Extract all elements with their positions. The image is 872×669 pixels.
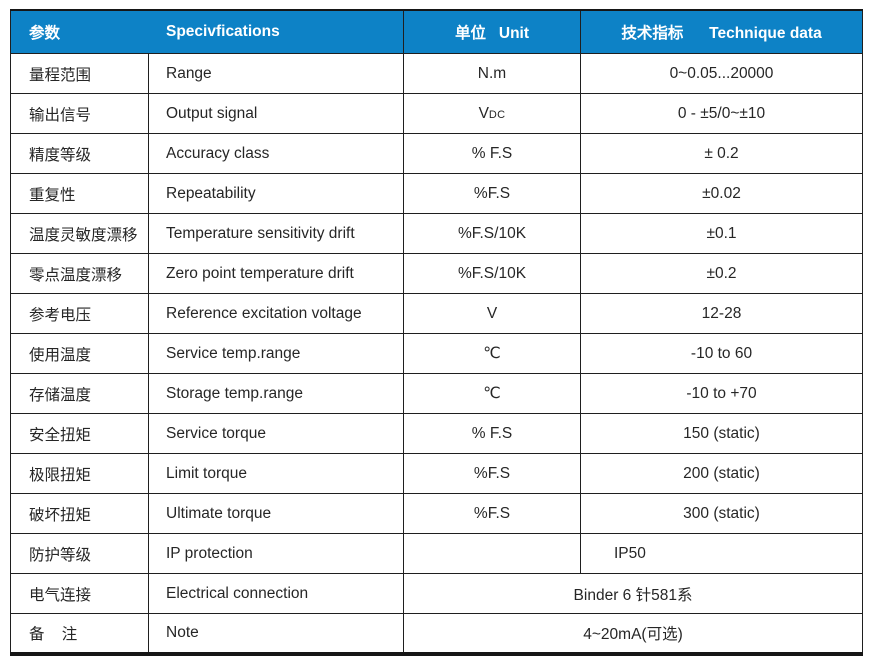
table-row: 量程范围 Range N.m 0~0.05...20000 [10, 53, 863, 94]
param-cn-cell: 重复性 [10, 173, 149, 214]
param-cn-cell: 破坏扭矩 [10, 493, 149, 534]
value-cell: IP50 [580, 533, 863, 574]
header-data-label: 技术指标 Technique data [621, 25, 822, 42]
table-row: 极限扭矩 Limit torque %F.S 200 (static) [10, 453, 863, 494]
unit-cell: ℃ [403, 373, 581, 414]
unit-cell: %F.S/10K [403, 213, 581, 254]
param-cn-cell: 安全扭矩 [10, 413, 149, 454]
table-row: 重复性 Repeatability %F.S ±0.02 [10, 173, 863, 214]
unit-cell [403, 533, 581, 574]
unit-cell: N.m [403, 53, 581, 94]
param-cn-cell: 存储温度 [10, 373, 149, 414]
merged-value-cell: 4~20mA(可选) [403, 613, 863, 654]
value-cell: 12-28 [580, 293, 863, 334]
spec-en-cell: Accuracy class [148, 133, 404, 174]
param-cn-cell: 温度灵敏度漂移 [10, 213, 149, 254]
unit-subscript: DC [488, 108, 506, 121]
unit-cell: % F.S [403, 133, 581, 174]
spec-en-cell: Storage temp.range [148, 373, 404, 414]
table-row: 零点温度漂移 Zero point temperature drift %F.S… [10, 253, 863, 294]
value-cell: 200 (static) [580, 453, 863, 494]
header-unit: 单位 Unit [403, 9, 581, 54]
table-row: 电气连接 Electrical connection Binder 6 针581… [10, 573, 863, 614]
unit-cell: ℃ [403, 333, 581, 374]
unit-cell: %F.S [403, 493, 581, 534]
table-row: 安全扭矩 Service torque % F.S 150 (static) [10, 413, 863, 454]
value-cell: ±0.1 [580, 213, 863, 254]
header-param-cn: 参数 [29, 25, 61, 42]
table-row: 参考电压 Reference excitation voltage V 12-2… [10, 293, 863, 334]
param-cn-cell: 防护等级 [10, 533, 149, 574]
value-cell: -10 to +70 [580, 373, 863, 414]
table-row: 温度灵敏度漂移 Temperature sensitivity drift %F… [10, 213, 863, 254]
header-unit-label: 单位 Unit [454, 25, 530, 42]
spec-table: 参数 Specivfications 单位 Unit 技术指标 Techniqu… [10, 9, 863, 656]
spec-en-cell: Service temp.range [148, 333, 404, 374]
header-data: 技术指标 Technique data [580, 9, 863, 54]
spec-en-cell: Range [148, 53, 404, 94]
param-cn-cell: 备 注 [10, 613, 149, 654]
value-cell: 0 - ±5/0~±10 [580, 93, 863, 134]
param-cn-cell: 参考电压 [10, 293, 149, 334]
param-cn-cell: 电气连接 [10, 573, 149, 614]
table-row: 防护等级 IP protection IP50 [10, 533, 863, 574]
table-row: 存储温度 Storage temp.range ℃ -10 to +70 [10, 373, 863, 414]
spec-en-cell: Electrical connection [148, 573, 404, 614]
spec-en-cell: Temperature sensitivity drift [148, 213, 404, 254]
unit-main: V [478, 104, 489, 122]
table-row: 输出信号 Output signal VDC 0 - ±5/0~±10 [10, 93, 863, 134]
unit-cell: %F.S [403, 453, 581, 494]
spec-en-cell: Limit torque [148, 453, 404, 494]
spec-en-cell: IP protection [148, 533, 404, 574]
value-cell: 0~0.05...20000 [580, 53, 863, 94]
table-row: 备 注 Note 4~20mA(可选) [10, 613, 863, 654]
header-param-en: Specivfications [166, 23, 280, 40]
merged-value-cell: Binder 6 针581系 [403, 573, 863, 614]
spec-en-cell: Note [148, 613, 404, 654]
param-cn-cell: 输出信号 [10, 93, 149, 134]
value-cell: ±0.02 [580, 173, 863, 214]
param-cn-cell: 极限扭矩 [10, 453, 149, 494]
param-cn-cell: 量程范围 [10, 53, 149, 94]
unit-cell: %F.S/10K [403, 253, 581, 294]
unit-cell: % F.S [403, 413, 581, 454]
spec-en-cell: Ultimate torque [148, 493, 404, 534]
unit-cell: V [403, 293, 581, 334]
table-row: 精度等级 Accuracy class % F.S ± 0.2 [10, 133, 863, 174]
spec-en-cell: Zero point temperature drift [148, 253, 404, 294]
param-cn-cell: 使用温度 [10, 333, 149, 374]
spec-en-cell: Output signal [148, 93, 404, 134]
table-row: 破坏扭矩 Ultimate torque %F.S 300 (static) [10, 493, 863, 534]
header-row: 参数 Specivfications 单位 Unit 技术指标 Techniqu… [10, 9, 863, 54]
unit-cell: %F.S [403, 173, 581, 214]
value-cell: 300 (static) [580, 493, 863, 534]
spec-en-cell: Reference excitation voltage [148, 293, 404, 334]
param-cn-cell: 零点温度漂移 [10, 253, 149, 294]
spec-en-cell: Repeatability [148, 173, 404, 214]
header-param: 参数 Specivfications [10, 9, 404, 54]
param-cn-cell: 精度等级 [10, 133, 149, 174]
spec-en-cell: Service torque [148, 413, 404, 454]
value-cell: ±0.2 [580, 253, 863, 294]
table-row: 使用温度 Service temp.range ℃ -10 to 60 [10, 333, 863, 374]
value-cell: 150 (static) [580, 413, 863, 454]
unit-cell: VDC [403, 93, 581, 134]
value-cell: -10 to 60 [580, 333, 863, 374]
value-cell: ± 0.2 [580, 133, 863, 174]
